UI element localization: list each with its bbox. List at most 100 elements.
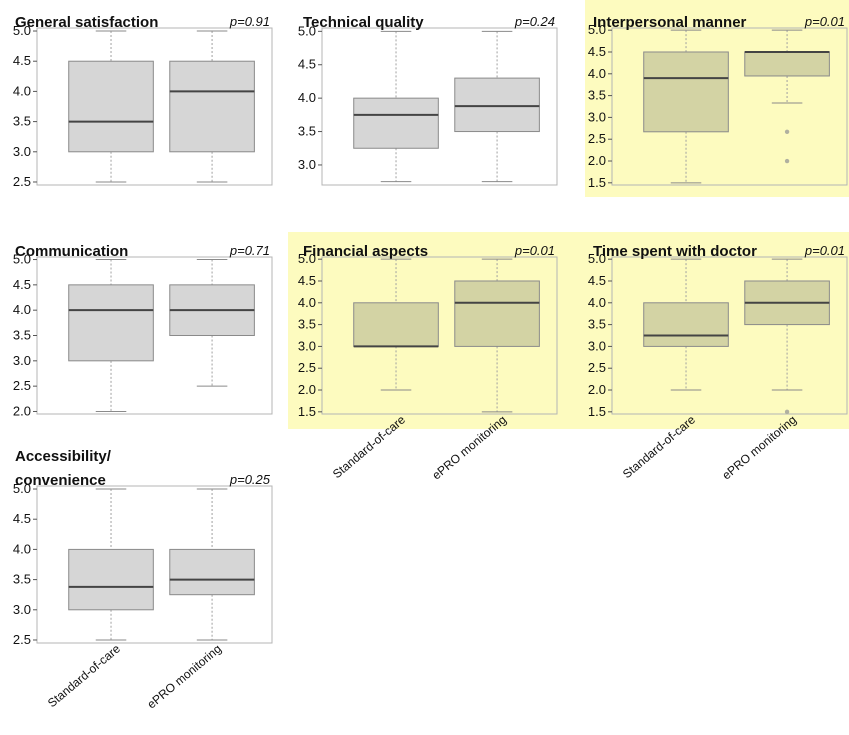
y-tick-label: 3.0 bbox=[588, 109, 606, 124]
y-tick-label: 2.0 bbox=[588, 153, 606, 168]
iqr-box bbox=[744, 51, 830, 77]
y-tick-label: 2.5 bbox=[588, 131, 606, 146]
iqr-box bbox=[643, 51, 729, 133]
y-tick-label: 5.0 bbox=[298, 251, 316, 266]
y-tick-label: 3.5 bbox=[13, 572, 31, 587]
y-tick-label: 1.5 bbox=[588, 404, 606, 419]
plot-frame bbox=[611, 256, 848, 415]
outlier-point bbox=[784, 158, 790, 164]
iqr-box bbox=[169, 60, 255, 153]
box-epro-monitoring bbox=[169, 259, 255, 387]
plot-frame bbox=[321, 256, 558, 415]
y-tick-label: 3.5 bbox=[298, 124, 316, 139]
iqr-box bbox=[68, 548, 154, 611]
p-value: p=0.71 bbox=[229, 243, 270, 258]
iqr-box bbox=[68, 60, 154, 153]
y-tick-label: 3.0 bbox=[13, 353, 31, 368]
y-tick-label: 5.0 bbox=[298, 23, 316, 38]
y-tick-label: 5.0 bbox=[588, 251, 606, 266]
panel-title: General satisfaction bbox=[15, 14, 158, 31]
panel-title: Financial aspects bbox=[303, 243, 428, 260]
panel-6: Time spent with doctor p=0.01 5.0 4.5 4.0 3.5… bbox=[588, 243, 848, 419]
plot-frame bbox=[611, 27, 848, 186]
y-tick-label: 4.0 bbox=[13, 541, 31, 556]
iqr-box bbox=[353, 302, 439, 347]
panel-2: Technical quality p=0.24 5.0 4.5 4.0 3.5 3.0 bbox=[298, 14, 558, 186]
iqr-box bbox=[454, 280, 540, 347]
y-tick-label: 3.5 bbox=[588, 317, 606, 332]
box-epro-monitoring bbox=[744, 258, 830, 415]
y-tick-label: 3.0 bbox=[298, 338, 316, 353]
panel-title: Interpersonal manner bbox=[593, 14, 747, 31]
panel-title: Communication bbox=[15, 243, 128, 260]
y-tick-label: 2.5 bbox=[13, 174, 31, 189]
panel-title: Time spent with doctor bbox=[593, 243, 757, 260]
y-tick-label: 1.5 bbox=[588, 175, 606, 190]
box-epro-monitoring bbox=[169, 488, 255, 641]
p-value: p=0.01 bbox=[804, 14, 845, 29]
y-tick-label: 1.5 bbox=[298, 404, 316, 419]
y-tick-label: 5.0 bbox=[13, 252, 31, 267]
y-tick-label: 5.0 bbox=[13, 481, 31, 496]
y-tick-label: 3.0 bbox=[588, 338, 606, 353]
outlier-point bbox=[784, 409, 790, 415]
y-tick-label: 2.0 bbox=[13, 403, 31, 418]
category-label: Standard-of-care bbox=[45, 641, 123, 710]
box-epro-monitoring bbox=[454, 258, 540, 413]
y-tick-label: 2.5 bbox=[298, 360, 316, 375]
panel-4: Communication p=0.71 5.0 4.5 4.0 3.5 3.0 2.5 2.0 bbox=[13, 243, 273, 418]
box-epro-monitoring bbox=[454, 30, 540, 183]
p-value: p=0.01 bbox=[804, 243, 845, 258]
panel-title: convenience bbox=[15, 472, 106, 489]
y-tick-label: 4.0 bbox=[588, 66, 606, 81]
panel-title: Accessibility/ bbox=[15, 448, 112, 465]
y-tick-label: 2.5 bbox=[13, 632, 31, 647]
y-tick-label: 5.0 bbox=[588, 22, 606, 37]
plot-frame bbox=[321, 27, 558, 186]
box-standard-of-care bbox=[68, 30, 154, 183]
iqr-box bbox=[454, 77, 540, 133]
p-value: p=0.24 bbox=[514, 14, 555, 29]
plot-frame bbox=[36, 27, 273, 186]
p-value: p=0.25 bbox=[229, 472, 271, 487]
y-tick-label: 3.5 bbox=[13, 328, 31, 343]
y-tick-label: 2.5 bbox=[13, 378, 31, 393]
y-tick-label: 4.5 bbox=[298, 57, 316, 72]
y-tick-label: 4.0 bbox=[298, 90, 316, 105]
panel-5: Financial aspects p=0.01 5.0 4.5 4.0 3.5 3.0 2.… bbox=[298, 243, 558, 419]
y-tick-label: 3.5 bbox=[13, 114, 31, 129]
y-tick-label: 3.5 bbox=[588, 88, 606, 103]
outlier-point bbox=[784, 129, 790, 134]
panel-title: Technical quality bbox=[303, 14, 424, 31]
y-tick-label: 4.0 bbox=[13, 83, 31, 98]
y-tick-label: 4.0 bbox=[13, 302, 31, 317]
y-tick-label: 2.0 bbox=[298, 382, 316, 397]
y-tick-label: 4.0 bbox=[298, 295, 316, 310]
panel-3: Interpersonal manner p=0.01 5.0 4.5 4.0 3.5 3.… bbox=[588, 14, 848, 190]
plot-frame bbox=[36, 485, 273, 644]
category-label: ePRO monitoring bbox=[144, 642, 224, 712]
box-standard-of-care bbox=[643, 258, 729, 391]
iqr-box bbox=[643, 302, 729, 347]
y-tick-label: 3.5 bbox=[298, 317, 316, 332]
y-tick-label: 3.0 bbox=[13, 144, 31, 159]
box-standard-of-care bbox=[643, 29, 729, 184]
y-tick-label: 2.0 bbox=[588, 382, 606, 397]
box-standard-of-care bbox=[353, 258, 439, 391]
y-tick-label: 4.5 bbox=[298, 273, 316, 288]
iqr-box bbox=[169, 548, 255, 596]
box-standard-of-care bbox=[68, 259, 154, 412]
y-tick-label: 2.5 bbox=[588, 360, 606, 375]
box-epro-monitoring bbox=[744, 29, 830, 164]
y-tick-label: 5.0 bbox=[13, 23, 31, 38]
p-value: p=0.01 bbox=[514, 243, 555, 258]
y-tick-label: 4.5 bbox=[13, 277, 31, 292]
p-value: p=0.91 bbox=[229, 14, 270, 29]
iqr-box bbox=[68, 284, 154, 362]
box-epro-monitoring bbox=[169, 30, 255, 183]
y-tick-label: 3.0 bbox=[298, 157, 316, 172]
box-standard-of-care bbox=[353, 30, 439, 183]
y-tick-label: 4.5 bbox=[13, 511, 31, 526]
y-tick-label: 4.5 bbox=[13, 53, 31, 68]
